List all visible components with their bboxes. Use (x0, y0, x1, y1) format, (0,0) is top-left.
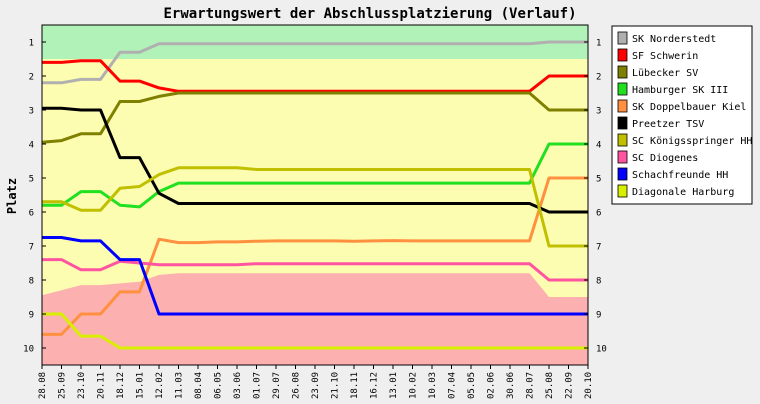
legend-swatch (617, 150, 628, 164)
y-tick-label-left: 7 (29, 243, 34, 253)
x-tick-label: 30.06 (506, 372, 516, 399)
x-tick-label: 11.03 (175, 372, 185, 399)
legend-swatch (617, 65, 628, 79)
y-tick-label-left: 2 (29, 73, 34, 83)
x-tick-label: 18.11 (350, 372, 360, 399)
legend-label: SC Königsspringer HH (632, 136, 752, 147)
series-line-10 (42, 312, 588, 350)
series-line-9 (42, 236, 588, 316)
legend-swatch (617, 82, 628, 96)
x-tick-label: 01.07 (253, 372, 263, 399)
y-tick-label-left: 1 (29, 39, 34, 49)
chart-title: Erwartungswert der Abschlussplatzierung … (163, 6, 576, 22)
y-tick-label-left: 10 (23, 345, 34, 355)
legend-label: Lübecker SV (632, 68, 698, 79)
x-tick-label: 12.02 (155, 372, 165, 399)
x-tick-label: 29.07 (272, 372, 282, 399)
y-tick-label-left: 9 (29, 311, 34, 321)
y-tick-label-right: 1 (596, 39, 601, 49)
x-tick-label: 23.09 (311, 372, 321, 399)
x-tick-label: 20.11 (97, 372, 107, 399)
x-tick-label: 25.08 (545, 372, 555, 399)
legend-label: Hamburger SK III (632, 85, 728, 96)
x-tick-label: 05.05 (467, 372, 477, 399)
series-line-6 (42, 106, 588, 214)
y-tick-label-left: 3 (29, 107, 34, 117)
y-tick-label-right: 4 (596, 141, 601, 151)
y-tick-label-right: 9 (596, 311, 601, 321)
legend-swatch (617, 167, 628, 181)
x-tick-label: 03.06 (233, 372, 243, 399)
y-tick-label-left: 5 (29, 175, 34, 185)
legend-swatch (617, 48, 628, 62)
legend-swatch (617, 184, 628, 198)
y-tick-label-right: 7 (596, 243, 601, 253)
series-line-5 (42, 176, 588, 336)
legend-label: Diagonale Harburg (632, 187, 734, 198)
legend-label: SK Norderstedt (632, 34, 716, 45)
x-tick-label: 23.10 (77, 372, 87, 399)
x-tick-label: 16.12 (370, 372, 380, 399)
x-tick-label: 13.01 (389, 372, 399, 399)
x-tick-label: 22.09 (565, 372, 575, 399)
x-tick-label: 10.03 (428, 372, 438, 399)
legend-label: SF Schwerin (632, 51, 698, 62)
x-tick-label: 08.04 (194, 372, 204, 399)
series-line-3 (41, 91, 588, 144)
x-tick-label: 28.08 (38, 372, 48, 399)
y-tick-label-left: 6 (29, 209, 34, 219)
legend-label: Preetzer TSV (632, 119, 704, 130)
legend-label: SK Doppelbauer Kiel (632, 102, 746, 113)
y-tick-label-right: 2 (596, 73, 601, 83)
y-tick-label-left: 4 (29, 141, 34, 151)
y-tick-label-right: 10 (596, 345, 607, 355)
y-tick-label-right: 6 (596, 209, 601, 219)
y-axis-label: Platz (5, 178, 19, 214)
legend-label: Schachfreunde HH (632, 170, 728, 181)
y-tick-label-right: 5 (596, 175, 601, 185)
zone-top (42, 25, 588, 59)
legend-label: SC Diogenes (632, 153, 698, 164)
x-tick-label: 20.10 (584, 372, 594, 399)
legend-swatch (617, 99, 628, 113)
x-tick-label: 18.12 (116, 372, 126, 399)
x-tick-label: 15.01 (136, 372, 146, 399)
y-tick-label-right: 3 (596, 107, 601, 117)
legend-swatch (617, 133, 628, 147)
series-line-1 (42, 40, 588, 85)
y-tick-label-right: 8 (596, 277, 601, 287)
series-line-2 (42, 59, 588, 93)
x-tick-label: 28.07 (526, 372, 536, 399)
x-tick-label: 25.09 (58, 372, 68, 399)
legend-swatch (617, 31, 628, 45)
y-tick-label-left: 8 (29, 277, 34, 287)
x-tick-label: 07.04 (448, 372, 458, 399)
x-tick-label: 26.08 (292, 372, 302, 399)
legend-box (611, 25, 753, 205)
series-line-4 (42, 142, 588, 209)
x-tick-label: 06.05 (214, 372, 224, 399)
legend-swatch (617, 116, 628, 130)
x-tick-label: 02.06 (487, 372, 497, 399)
zone-bottom (42, 273, 588, 365)
series-line-8 (42, 258, 588, 282)
x-tick-label: 21.10 (331, 372, 341, 399)
x-tick-label: 10.02 (409, 372, 419, 399)
series-line-7 (42, 166, 588, 248)
